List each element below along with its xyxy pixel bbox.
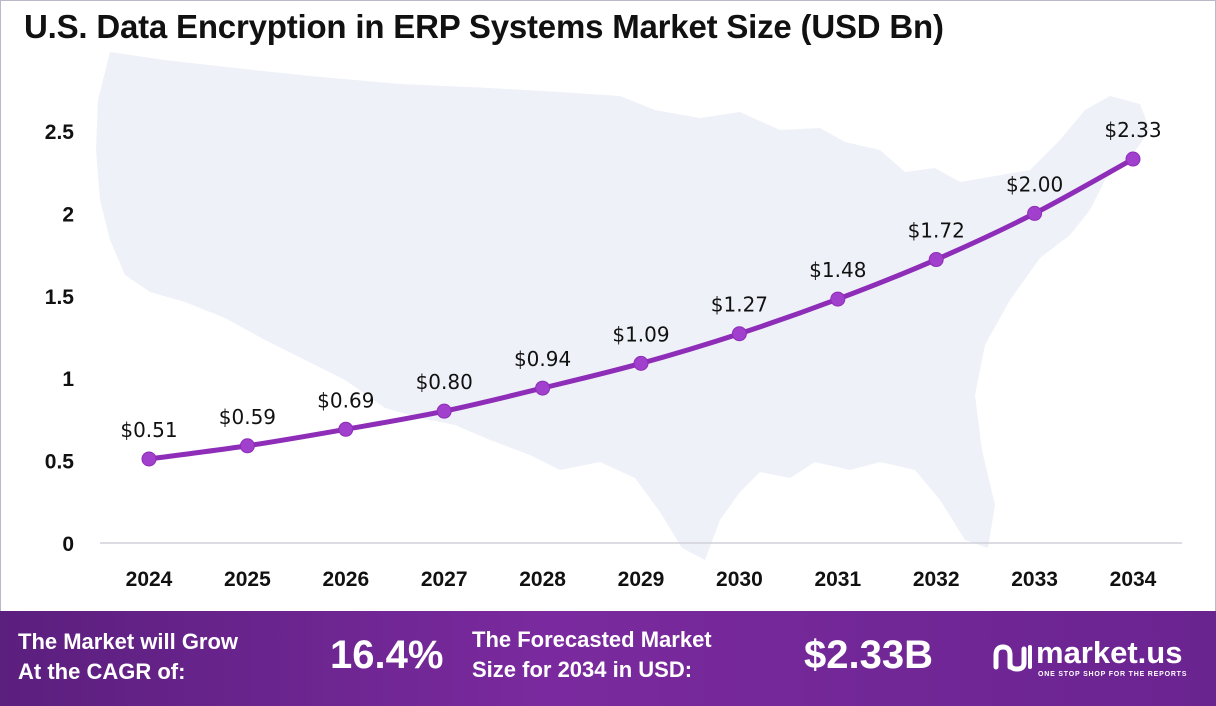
data-point	[928, 252, 944, 268]
x-tick-label: 2032	[913, 568, 960, 591]
forecast-label: The Forecasted Market Size for 2034 in U…	[472, 625, 712, 685]
forecast-label-line1: The Forecasted Market	[472, 627, 712, 652]
data-point	[1125, 151, 1141, 167]
data-point	[436, 403, 452, 419]
data-point	[338, 421, 354, 437]
x-tick-label: 2031	[814, 568, 861, 591]
data-label: $1.27	[711, 293, 768, 317]
data-point	[141, 451, 157, 467]
data-labels: $0.51 $0.59 $0.69 $0.80 $0.94 $1.09 $1.27 $1.48…	[120, 118, 1161, 442]
data-point	[239, 438, 255, 454]
cagr-label-line2: At the CAGR of:	[18, 659, 186, 684]
footer-banner: The Market will Grow At the CAGR of: 16.…	[0, 611, 1216, 706]
axes: 0 0.5 1 1.5 2 2.5 2024 2025 2026 2027 2028 2029 2030…	[45, 121, 1182, 591]
forecast-label-line2: Size for 2034 in USD:	[472, 657, 693, 682]
y-tick-label: 2	[62, 203, 74, 226]
data-label: $0.59	[219, 405, 276, 429]
us-map-background	[96, 52, 1150, 560]
y-tick-label: 2.5	[45, 121, 75, 144]
series-line	[141, 151, 1141, 467]
brand-tagline: ONE STOP SHOP FOR THE REPORTS	[1038, 671, 1188, 678]
x-tick-label: 2025	[224, 568, 271, 591]
market-us-logo-icon	[993, 644, 1032, 672]
cagr-value: 16.4%	[330, 633, 444, 677]
data-label: $2.33	[1104, 118, 1161, 142]
brand-logo: market.us ONE STOP SHOP FOR THE REPORTS	[992, 633, 1212, 683]
data-point	[731, 326, 747, 342]
x-tick-label: 2026	[322, 568, 369, 591]
x-tick-label: 2027	[421, 568, 468, 591]
chart-title: U.S. Data Encryption in ERP Systems Mark…	[24, 8, 944, 45]
cagr-label: The Market will Grow At the CAGR of:	[18, 627, 238, 687]
data-label: $0.94	[514, 347, 571, 371]
data-point	[1027, 205, 1043, 221]
data-point	[830, 291, 846, 307]
y-tick-label: 0	[62, 533, 74, 556]
y-tick-label: 0.5	[45, 451, 75, 474]
x-tick-label: 2028	[519, 568, 566, 591]
line-chart: 0 0.5 1 1.5 2 2.5 2024 2025 2026 2027 2028 2029 2030…	[45, 52, 1182, 591]
x-tick-label: 2030	[716, 568, 763, 591]
y-tick-label: 1	[62, 368, 74, 391]
x-tick-label: 2034	[1110, 568, 1157, 591]
x-tick-label: 2029	[618, 568, 665, 591]
forecast-value: $2.33B	[804, 633, 933, 677]
data-label: $0.69	[317, 388, 374, 412]
y-tick-label: 1.5	[45, 286, 75, 309]
data-label: $1.48	[809, 258, 866, 282]
cagr-label-line1: The Market will Grow	[18, 629, 239, 654]
data-label: $2.00	[1006, 172, 1063, 196]
x-tick-label: 2033	[1011, 568, 1058, 591]
brand-name: market.us	[1036, 635, 1183, 670]
data-label: $1.09	[612, 322, 669, 346]
data-label: $1.72	[908, 219, 965, 243]
x-tick-label: 2024	[126, 568, 173, 591]
data-point	[535, 380, 551, 396]
data-label: $0.80	[416, 370, 473, 394]
data-label: $0.51	[120, 418, 177, 442]
data-point	[633, 355, 649, 371]
